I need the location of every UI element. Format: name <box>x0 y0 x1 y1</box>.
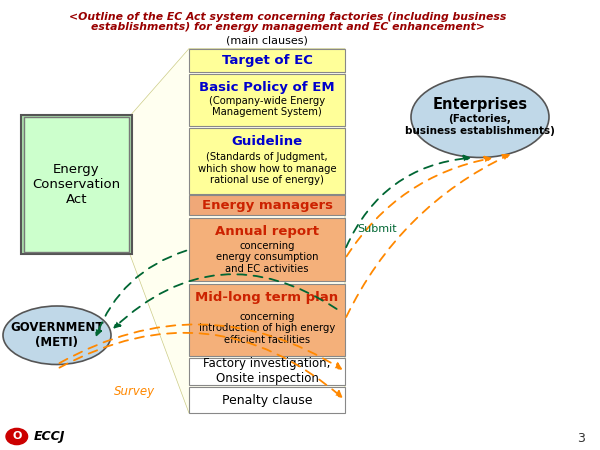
Ellipse shape <box>3 306 111 364</box>
Text: (Standards of Judgment,
which show how to manage
rational use of energy): (Standards of Judgment, which show how t… <box>197 152 337 185</box>
Text: (main clauses): (main clauses) <box>226 36 308 45</box>
FancyBboxPatch shape <box>189 284 345 356</box>
FancyBboxPatch shape <box>189 195 345 215</box>
Text: Energy
Conservation
Act: Energy Conservation Act <box>32 163 121 206</box>
Circle shape <box>6 428 28 445</box>
FancyBboxPatch shape <box>189 218 345 281</box>
Text: Guideline: Guideline <box>232 135 302 148</box>
Text: ECCJ: ECCJ <box>34 430 65 443</box>
Text: O: O <box>12 431 22 441</box>
Text: GOVERNMENT
(METI): GOVERNMENT (METI) <box>10 321 104 349</box>
Text: <Outline of the EC Act system concerning factories (including business: <Outline of the EC Act system concerning… <box>70 12 506 22</box>
Text: establishments) for energy management and EC enhancement>: establishments) for energy management an… <box>91 22 485 32</box>
Text: Factory investigation,
Onsite inspection: Factory investigation, Onsite inspection <box>203 357 331 385</box>
Text: Energy managers: Energy managers <box>202 199 332 212</box>
FancyBboxPatch shape <box>189 128 345 194</box>
Text: Target of EC: Target of EC <box>221 54 313 67</box>
Text: Submit: Submit <box>357 225 397 234</box>
Text: Annual report: Annual report <box>215 225 319 238</box>
Text: Basic Policy of EM: Basic Policy of EM <box>199 81 335 94</box>
Text: (Factories,
business establishments): (Factories, business establishments) <box>405 114 555 136</box>
FancyBboxPatch shape <box>21 115 132 254</box>
Text: 3: 3 <box>577 432 585 445</box>
Text: Penalty clause: Penalty clause <box>222 394 312 406</box>
Text: concerning
energy consumption
and EC activities: concerning energy consumption and EC act… <box>216 241 318 274</box>
Text: (Company-wide Energy
Management System): (Company-wide Energy Management System) <box>209 95 325 117</box>
FancyBboxPatch shape <box>24 117 129 252</box>
Text: Survey: Survey <box>115 385 155 398</box>
FancyBboxPatch shape <box>189 387 345 413</box>
Text: Mid-long term plan: Mid-long term plan <box>196 291 338 304</box>
FancyBboxPatch shape <box>189 358 345 385</box>
Ellipse shape <box>411 76 549 158</box>
Text: Enterprises: Enterprises <box>433 97 527 112</box>
FancyBboxPatch shape <box>189 74 345 126</box>
Polygon shape <box>129 49 345 413</box>
Text: concerning
introduction of high energy
efficient facilities: concerning introduction of high energy e… <box>199 311 335 345</box>
FancyBboxPatch shape <box>189 49 345 72</box>
